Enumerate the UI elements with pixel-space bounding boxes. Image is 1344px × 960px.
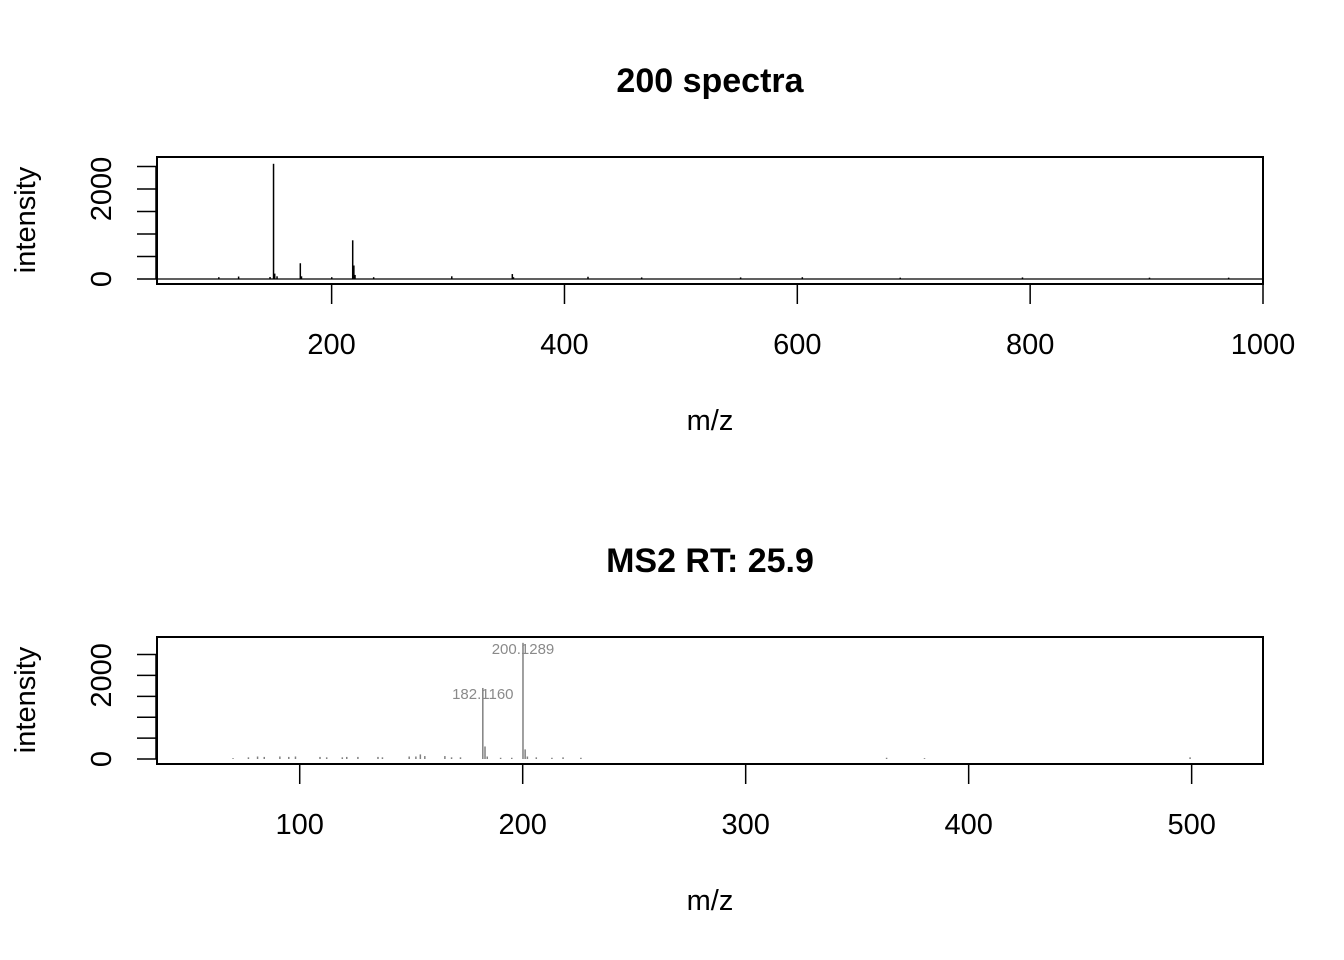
x-axis: 200 400 600 800 1000: [307, 284, 1295, 361]
y-axis-label: intensity: [10, 166, 42, 273]
x-tick-label: 600: [773, 329, 821, 361]
chart-title: MS2 RT: 25.9: [606, 542, 814, 580]
chart-title: 200 spectra: [616, 62, 804, 100]
y-tick-label: 2000: [86, 157, 118, 222]
x-tick-label: 400: [944, 809, 992, 841]
y-tick-label: 0: [86, 751, 118, 767]
peak-label-group: 182.1160 200.1289: [452, 641, 554, 703]
x-tick-label: 1000: [1231, 329, 1296, 361]
panel-ms2-spectrum: MS2 RT: 25.9 m/z intensity 100 200 300 400 5…: [10, 542, 1263, 917]
panel-full-spectrum: 200 spectra m/z intensity 200 400 600 800 10…: [10, 62, 1295, 437]
x-tick-label: 100: [276, 809, 324, 841]
x-tick-label: 200: [307, 329, 355, 361]
peak-label: 182.1160: [452, 686, 513, 703]
y-axis-label: intensity: [10, 646, 42, 753]
plot-frame: [157, 637, 1263, 764]
x-tick-label: 400: [540, 329, 588, 361]
x-tick-label: 300: [721, 809, 769, 841]
plot-frame: [157, 157, 1263, 284]
x-axis-label: m/z: [687, 885, 734, 917]
y-axis: 0 2000: [86, 157, 156, 287]
y-tick-label: 0: [86, 271, 118, 287]
peak-group: [233, 643, 1190, 759]
x-tick-label: 200: [498, 809, 546, 841]
x-axis: 100 200 300 400 500: [276, 764, 1216, 841]
y-tick-label: 2000: [86, 643, 118, 708]
x-tick-label: 800: [1006, 329, 1054, 361]
peak-group: [157, 164, 1263, 279]
y-axis: 0 2000: [86, 643, 156, 767]
x-axis-label: m/z: [687, 405, 734, 437]
x-tick-label: 500: [1167, 809, 1215, 841]
peak-label: 200.1289: [492, 641, 555, 658]
